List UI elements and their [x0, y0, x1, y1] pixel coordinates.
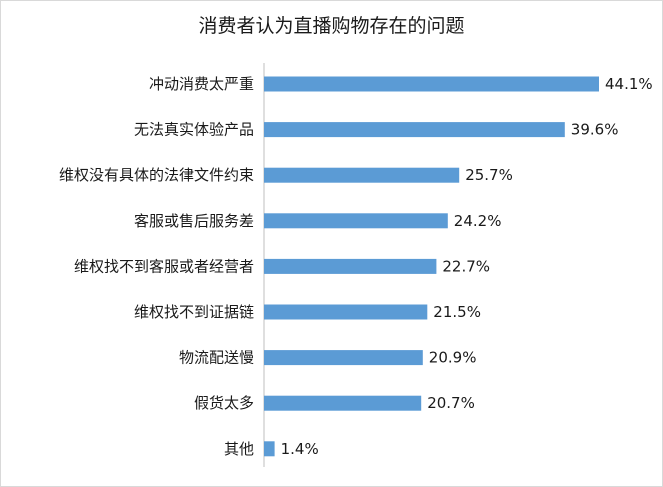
category-label: 维权没有具体的法律文件约束 [59, 166, 254, 184]
category-label: 无法真实体验产品 [134, 121, 254, 139]
bar [264, 122, 565, 138]
category-label: 其他 [224, 440, 254, 458]
data-label: 25.7% [465, 166, 513, 184]
category-label: 冲动消费太严重 [149, 75, 254, 93]
category-label: 物流配送慢 [179, 349, 254, 367]
category-label: 维权找不到证据链 [134, 303, 254, 321]
bar [264, 304, 428, 320]
data-label: 21.5% [433, 303, 481, 321]
bar [264, 350, 423, 366]
bar [264, 167, 460, 183]
bar [264, 441, 275, 457]
chart-title: 消费者认为直播购物存在的问题 [198, 15, 465, 37]
data-label: 39.6% [571, 121, 619, 139]
data-label: 20.7% [427, 394, 475, 412]
bar [264, 395, 422, 411]
category-label: 维权找不到客服或者经营者 [74, 257, 254, 275]
category-label: 客服或售后服务差 [134, 212, 254, 230]
data-label: 20.9% [429, 349, 477, 367]
category-label: 假货太多 [194, 394, 254, 412]
data-label: 44.1% [605, 75, 653, 93]
bar [264, 258, 437, 274]
bar [264, 76, 599, 92]
bar [264, 213, 448, 229]
data-label: 24.2% [454, 212, 502, 230]
data-label: 22.7% [442, 257, 490, 275]
data-label: 1.4% [281, 440, 319, 458]
